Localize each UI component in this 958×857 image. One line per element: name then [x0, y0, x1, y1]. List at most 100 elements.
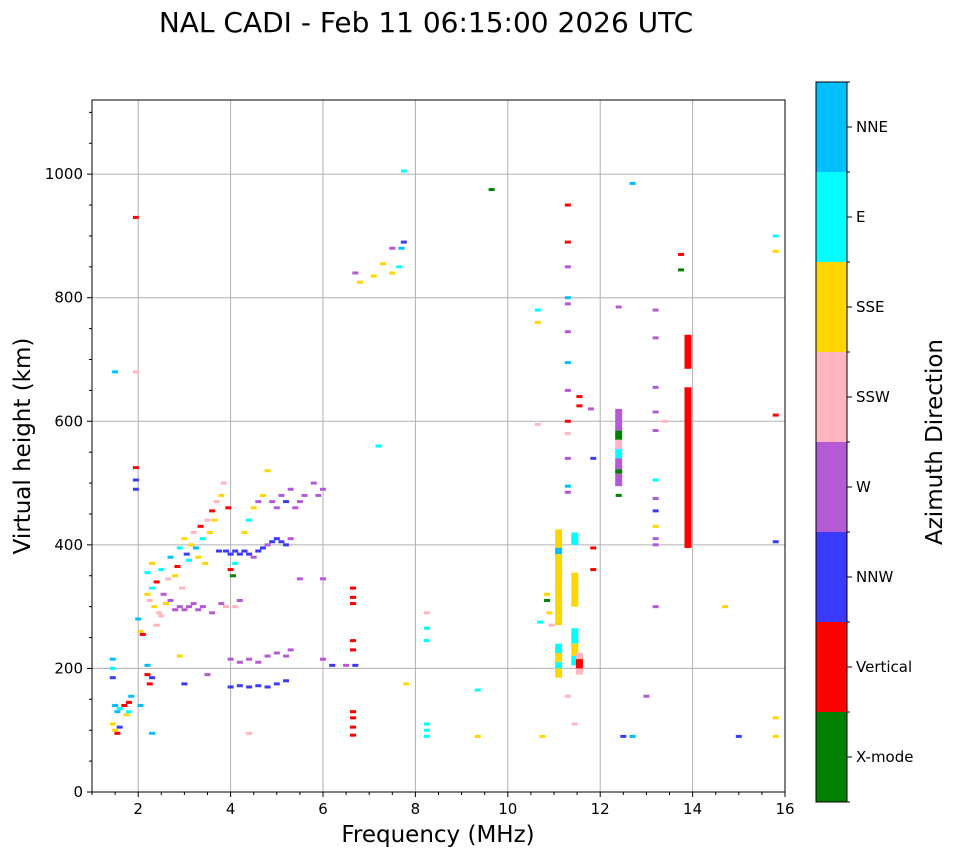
echo-point	[183, 552, 190, 556]
echo-column-segment	[615, 469, 623, 474]
echo-point	[488, 188, 495, 192]
echo-point	[109, 676, 116, 680]
echo-point	[287, 537, 294, 541]
echo-point	[250, 555, 257, 559]
x-tick-label: 8	[411, 800, 421, 818]
echo-point	[576, 404, 583, 408]
colorbar-swatch	[816, 172, 847, 262]
echo-point	[287, 648, 294, 652]
chart-title: NAL CADI - Feb 11 06:15:00 2026 UTC	[159, 6, 693, 39]
echo-point	[259, 546, 266, 550]
echo-point	[137, 629, 144, 633]
colorbar-label: Azimuth Direction	[922, 339, 948, 545]
echo-point	[195, 608, 202, 612]
echo-point	[389, 246, 396, 250]
echo-point	[172, 574, 179, 578]
colorbar-swatch	[816, 622, 847, 712]
echo-point	[423, 728, 430, 732]
colorbar-tick-label: SSE	[856, 298, 885, 316]
echo-point	[423, 639, 430, 643]
echo-column-segment	[555, 529, 563, 552]
echo-point	[174, 564, 181, 568]
echo-point	[204, 518, 211, 522]
echo-point	[135, 617, 142, 621]
echo-point	[153, 580, 160, 584]
echo-point	[188, 543, 195, 547]
echo-point	[423, 611, 430, 615]
echo-point	[192, 546, 199, 550]
colorbar: X-mode Vertical NNW W SSW SSE E NNE	[815, 81, 913, 803]
colorbar-tick-label: NNE	[856, 118, 888, 136]
colorbar-swatch	[816, 262, 847, 352]
plot-area-frame	[91, 99, 786, 793]
echo-point	[423, 626, 430, 630]
echo-point	[202, 561, 209, 565]
colorbar-tick-label: NNW	[856, 568, 893, 586]
echo-column-segment	[555, 554, 563, 626]
echo-point	[246, 731, 253, 735]
echo-point	[172, 608, 179, 612]
echo-point	[315, 493, 322, 497]
echo-point	[629, 734, 636, 738]
echo-point	[227, 552, 234, 556]
echo-point	[652, 509, 659, 513]
echo-point	[116, 725, 123, 729]
echo-point	[320, 657, 326, 661]
echo-point	[564, 240, 571, 244]
echo-point	[199, 537, 206, 541]
echo-point	[146, 682, 153, 686]
echo-point	[652, 385, 659, 389]
echo-column-segment	[615, 430, 623, 440]
echo-point	[112, 728, 119, 732]
echo-point	[587, 407, 594, 411]
echo-point	[678, 268, 685, 272]
echo-point	[278, 493, 285, 497]
echo-point	[209, 509, 216, 513]
echo-point	[534, 308, 541, 312]
echo-point	[190, 602, 197, 606]
echo-point	[132, 478, 139, 482]
echo-point	[190, 531, 197, 534]
colorbar-swatch	[816, 352, 847, 442]
echo-point	[220, 481, 227, 485]
echo-point	[227, 685, 234, 689]
echo-point	[352, 663, 359, 667]
echo-point	[241, 549, 248, 553]
y-tick-label: 800	[54, 289, 83, 307]
echo-point	[576, 395, 583, 399]
echo-point	[590, 546, 597, 550]
echo-point	[204, 673, 211, 677]
echo-point	[350, 710, 357, 714]
echo-point	[132, 215, 139, 219]
echo-point	[721, 605, 728, 609]
echo-point	[246, 685, 253, 689]
echo-point	[218, 493, 225, 497]
colorbar-tick-label: E	[856, 208, 865, 226]
echo-point	[121, 704, 128, 707]
echo-column-segment	[571, 628, 579, 644]
echo-point	[132, 487, 139, 491]
echo-column-segment	[615, 408, 623, 422]
echo-point	[772, 716, 779, 720]
y-axis-label: Virtual height (km)	[10, 338, 36, 555]
echo-point	[772, 540, 779, 544]
echo-point	[109, 657, 116, 661]
echo-point	[144, 673, 151, 677]
echo-point	[273, 651, 280, 655]
echo-point	[236, 598, 243, 602]
echo-point	[534, 422, 541, 426]
echo-point	[137, 704, 144, 707]
echo-point	[246, 518, 253, 522]
echo-point	[283, 654, 290, 658]
echo-point	[400, 169, 407, 173]
echo-point	[287, 487, 294, 491]
echo-point	[153, 623, 160, 627]
echo-point	[652, 497, 659, 501]
echo-point	[350, 716, 357, 720]
x-tick-label: 12	[591, 800, 610, 818]
y-tick-label: 1000	[45, 165, 83, 183]
x-axis-label: Frequency (MHz)	[341, 822, 534, 848]
echo-point	[283, 543, 290, 547]
echo-point	[112, 370, 119, 374]
